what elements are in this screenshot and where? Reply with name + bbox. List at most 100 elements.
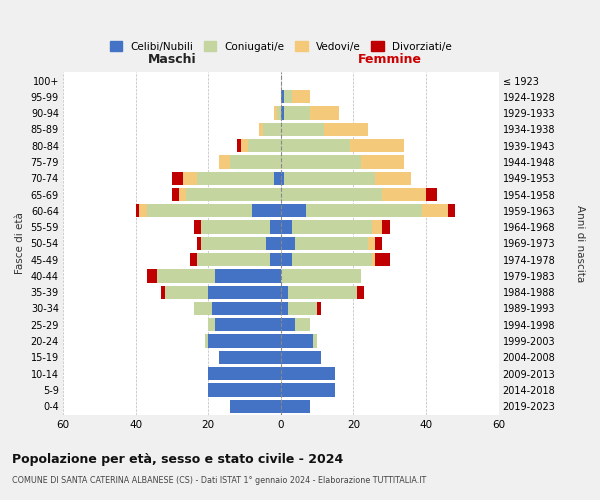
Bar — [357, 286, 364, 299]
Bar — [161, 286, 164, 299]
Bar — [371, 220, 382, 234]
Bar — [208, 286, 281, 299]
Bar — [371, 253, 375, 266]
Bar — [263, 122, 281, 136]
Bar — [281, 334, 313, 347]
Bar — [139, 204, 146, 218]
Bar — [281, 204, 306, 218]
Bar — [284, 172, 375, 185]
Bar — [172, 188, 179, 201]
Bar — [219, 350, 281, 364]
Bar — [310, 106, 339, 120]
Bar — [208, 318, 215, 332]
Bar — [215, 318, 281, 332]
Bar — [306, 204, 422, 218]
Y-axis label: Fasce di età: Fasce di età — [15, 212, 25, 274]
Bar — [212, 302, 281, 315]
Bar — [281, 220, 292, 234]
Bar — [281, 90, 284, 104]
Bar — [284, 90, 292, 104]
Bar — [201, 220, 270, 234]
Bar — [361, 156, 404, 168]
Y-axis label: Anni di nascita: Anni di nascita — [575, 204, 585, 282]
Text: Femmine: Femmine — [358, 53, 422, 66]
Bar — [281, 269, 361, 282]
Bar — [190, 253, 197, 266]
Bar — [281, 350, 321, 364]
Bar — [382, 220, 389, 234]
Bar — [201, 236, 266, 250]
Bar — [368, 236, 375, 250]
Bar — [197, 172, 274, 185]
Bar — [375, 172, 412, 185]
Bar — [274, 106, 277, 120]
Bar — [164, 286, 208, 299]
Bar — [426, 188, 437, 201]
Bar — [281, 139, 350, 152]
Bar — [448, 204, 455, 218]
Bar — [248, 139, 281, 152]
Bar — [270, 220, 281, 234]
Bar — [284, 106, 310, 120]
Bar — [208, 334, 281, 347]
Bar — [266, 236, 281, 250]
Bar — [288, 302, 317, 315]
Bar — [241, 139, 248, 152]
Bar — [157, 269, 215, 282]
Bar — [197, 236, 201, 250]
Bar — [281, 302, 288, 315]
Bar — [281, 236, 295, 250]
Bar — [382, 188, 426, 201]
Bar — [194, 220, 201, 234]
Bar — [288, 286, 357, 299]
Text: Maschi: Maschi — [148, 53, 196, 66]
Bar — [252, 204, 281, 218]
Bar — [295, 318, 310, 332]
Bar — [281, 172, 284, 185]
Bar — [281, 106, 284, 120]
Bar — [215, 269, 281, 282]
Bar — [292, 253, 371, 266]
Bar — [281, 122, 325, 136]
Bar — [281, 253, 292, 266]
Bar — [187, 188, 281, 201]
Bar — [292, 220, 371, 234]
Bar — [183, 172, 197, 185]
Bar — [422, 204, 448, 218]
Bar — [179, 188, 187, 201]
Bar — [295, 236, 368, 250]
Text: COMUNE DI SANTA CATERINA ALBANESE (CS) - Dati ISTAT 1° gennaio 2024 - Elaborazio: COMUNE DI SANTA CATERINA ALBANESE (CS) -… — [12, 476, 426, 485]
Legend: Celibi/Nubili, Coniugati/e, Vedovi/e, Divorziati/e: Celibi/Nubili, Coniugati/e, Vedovi/e, Di… — [106, 38, 456, 56]
Bar — [208, 367, 281, 380]
Bar — [146, 269, 157, 282]
Bar — [205, 334, 208, 347]
Bar — [313, 334, 317, 347]
Bar — [274, 172, 281, 185]
Bar — [317, 302, 321, 315]
Bar — [146, 204, 252, 218]
Bar — [281, 383, 335, 396]
Bar — [292, 90, 310, 104]
Bar — [230, 156, 281, 168]
Bar — [237, 139, 241, 152]
Bar — [277, 106, 281, 120]
Bar — [230, 400, 281, 413]
Bar — [350, 139, 404, 152]
Bar — [259, 122, 263, 136]
Bar — [281, 156, 361, 168]
Bar — [281, 286, 288, 299]
Bar — [194, 302, 212, 315]
Bar — [197, 253, 270, 266]
Bar — [281, 400, 310, 413]
Bar — [219, 156, 230, 168]
Bar — [325, 122, 368, 136]
Bar — [208, 383, 281, 396]
Bar — [281, 188, 382, 201]
Bar — [281, 318, 295, 332]
Bar — [375, 253, 389, 266]
Bar — [281, 367, 335, 380]
Bar — [270, 253, 281, 266]
Bar — [172, 172, 183, 185]
Text: Popolazione per età, sesso e stato civile - 2024: Popolazione per età, sesso e stato civil… — [12, 452, 343, 466]
Bar — [375, 236, 382, 250]
